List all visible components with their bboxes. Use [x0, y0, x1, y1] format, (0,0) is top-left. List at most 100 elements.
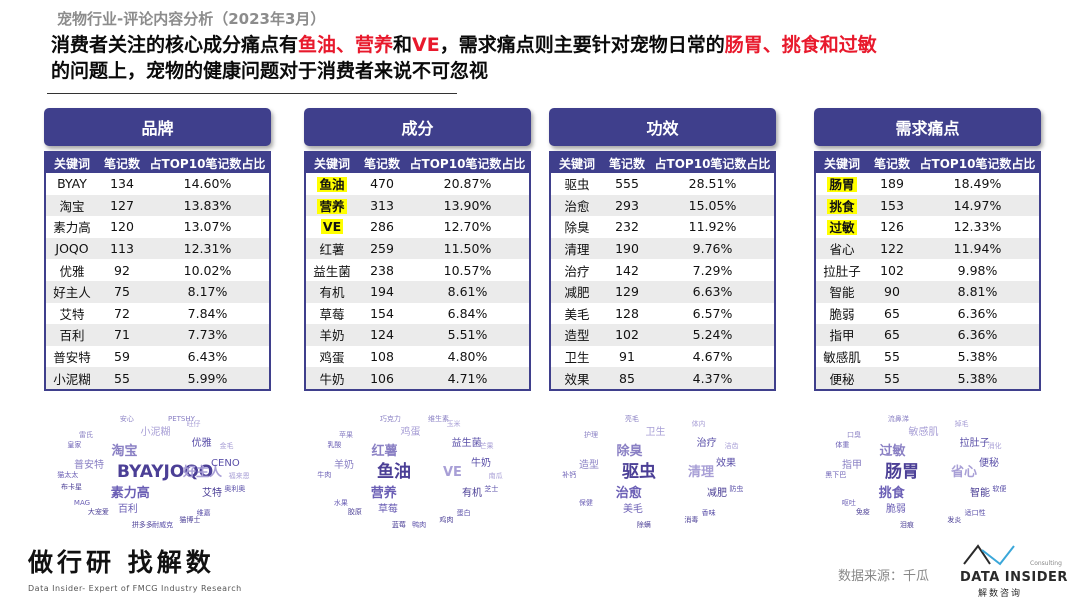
table-row: 省心 122 11.94% — [816, 237, 1039, 260]
cloud-word: 好主人 — [182, 465, 222, 481]
cell-keyword: 素力高 — [46, 217, 98, 236]
cell-share: 12.33% — [953, 219, 1002, 235]
keyword-text: 省心 — [829, 242, 855, 258]
cell-share: 4.80% — [447, 349, 488, 365]
keyword-text: 拉肚子 — [823, 263, 861, 279]
cloud-word: 卫生 — [645, 427, 666, 439]
keyword-text: 敏感肌 — [823, 350, 861, 366]
table-row: 牛奶 106 4.71% — [306, 367, 529, 389]
keyword-text: 除臭 — [564, 220, 590, 236]
cell-share: 9.76% — [692, 241, 733, 257]
cell-share: 5.38% — [957, 370, 998, 386]
panel-title: 需求痛点 — [814, 108, 1041, 146]
cell-share: 6.84% — [447, 305, 488, 321]
footer-logo-text: 做行研 找解数 — [28, 548, 215, 577]
keyword-table: 关键词 笔记数 占TOP10笔记数占比 驱虫 555 28.51% 治愈 293 15.05% 除… — [549, 151, 776, 391]
table-row: 除臭 232 11.92% — [551, 216, 774, 238]
keyword-table: 关键词 笔记数 占TOP10笔记数占比 鱼油 470 20.87% 营养 313 13.90% V… — [304, 151, 531, 391]
cell-count: 194 — [370, 284, 394, 300]
table-row: 素力高 120 13.07% — [46, 216, 269, 238]
keyword-text: 减肥 — [564, 285, 590, 301]
headline-text-2: 和 — [393, 34, 413, 56]
cloud-word: CENO — [211, 457, 240, 469]
cell-keyword: 造型 — [551, 325, 603, 344]
cloud-word: 鸡肉 — [439, 515, 454, 524]
cell-share: 7.73% — [187, 327, 228, 343]
cloud-word: 水果 — [333, 499, 348, 508]
cell-count: 55 — [884, 349, 900, 365]
cell-count: 102 — [615, 327, 639, 343]
keyword-text: JOQO — [55, 241, 89, 257]
cell-share: 4.67% — [692, 349, 733, 365]
table-row: 驱虫 555 28.51% — [551, 173, 774, 195]
cell-count: 134 — [110, 176, 134, 192]
table-row: 有机 194 8.61% — [306, 280, 529, 303]
cell-keyword: 脆弱 — [816, 304, 868, 323]
cell-count: 286 — [370, 219, 394, 235]
cloud-word: 造型 — [578, 460, 599, 472]
keyword-table: 关键词 笔记数 占TOP10笔记数占比 BYAY 134 14.60% 淘宝 127 13.83… — [44, 151, 271, 391]
table-row: 羊奶 124 5.51% — [306, 324, 529, 346]
keyword-text: 草莓 — [319, 306, 345, 322]
table-body: 肠胃 189 18.49% 挑食 153 14.97% 过敏 126 12.33% 省心 122 11… — [816, 173, 1039, 389]
column-header-keyword: 关键词 — [558, 156, 595, 171]
cloud-word: 软便 — [992, 484, 1007, 493]
keyword-text: 红薯 — [319, 242, 345, 258]
cloud-word: 治愈 — [615, 485, 642, 501]
cloud-word: 牛奶 — [471, 457, 492, 469]
cell-count: 65 — [884, 305, 900, 321]
table-row: 造型 102 5.24% — [551, 324, 774, 346]
table-body: 鱼油 470 20.87% 营养 313 13.90% VE 286 12.70% 红薯 259 11… — [306, 173, 529, 389]
cell-keyword: 小泥糊 — [46, 369, 98, 388]
table-row: 美毛 128 6.57% — [551, 302, 774, 325]
table-row: 效果 85 4.37% — [551, 367, 774, 389]
keyword-text: 智能 — [829, 285, 855, 301]
table-body: BYAY 134 14.60% 淘宝 127 13.83% 素力高 120 13.07% JOQO… — [46, 173, 269, 389]
table-header: 关键词 笔记数 占TOP10笔记数占比 — [816, 153, 1039, 173]
cloud-word: 指甲 — [841, 460, 862, 472]
cell-count: 91 — [619, 349, 635, 365]
keyword-text: 清理 — [564, 242, 590, 258]
cell-keyword: 省心 — [816, 239, 868, 258]
cloud-word: 清理 — [687, 465, 714, 481]
cell-share: 20.87% — [443, 176, 492, 192]
cloud-word: 省心 — [950, 465, 977, 481]
footer-logo-tagline: Data Insider- Expert of FMCG Industry Re… — [28, 584, 242, 593]
table-row: 普安特 59 6.43% — [46, 345, 269, 368]
keyword-text: 羊奶 — [319, 328, 345, 344]
brand-subtitle: 解数咨询 — [978, 589, 1023, 599]
cloud-word: 芝士 — [484, 484, 499, 493]
cell-count: 127 — [110, 197, 134, 213]
table-row: 智能 90 8.81% — [816, 280, 1039, 303]
cell-keyword: 益生菌 — [306, 261, 358, 280]
cell-count: 126 — [880, 219, 904, 235]
headline-text-4: 的问题上，宠物的健康问题对于消费者来说不可忽视 — [51, 60, 489, 82]
cell-share: 6.57% — [692, 305, 733, 321]
table-row: 敏感肌 55 5.38% — [816, 345, 1039, 368]
cell-keyword: VE — [306, 219, 358, 235]
brand-mark-icon — [963, 544, 1015, 566]
table-row: 减肥 129 6.63% — [551, 280, 774, 303]
cell-share: 18.49% — [953, 176, 1002, 192]
cloud-word: 淘宝 — [111, 444, 138, 460]
cloud-word: 免疫 — [855, 508, 870, 517]
cell-count: 124 — [370, 327, 394, 343]
cell-count: 106 — [370, 370, 394, 386]
cloud-word: 拉肚子 — [959, 438, 990, 450]
cell-keyword: 驱虫 — [551, 174, 603, 193]
table-row: 卫生 91 4.67% — [551, 345, 774, 368]
cloud-word: 玉米 — [446, 420, 461, 429]
cell-share: 7.84% — [187, 305, 228, 321]
table-row: 过敏 126 12.33% — [816, 216, 1039, 238]
cell-keyword: 指甲 — [816, 325, 868, 344]
cloud-word: 羊奶 — [333, 460, 354, 472]
table-row: 小泥糊 55 5.99% — [46, 367, 269, 389]
column-header-keyword: 关键词 — [313, 156, 350, 171]
keyword-text: 肠胃 — [827, 177, 857, 193]
cell-count: 59 — [114, 349, 130, 365]
column-header-keyword: 关键词 — [53, 156, 90, 171]
cloud-word: 掉毛 — [954, 420, 969, 429]
keyword-text: 鸡蛋 — [319, 350, 345, 366]
cloud-word: 消化 — [987, 442, 1002, 451]
cell-count: 259 — [370, 241, 394, 257]
